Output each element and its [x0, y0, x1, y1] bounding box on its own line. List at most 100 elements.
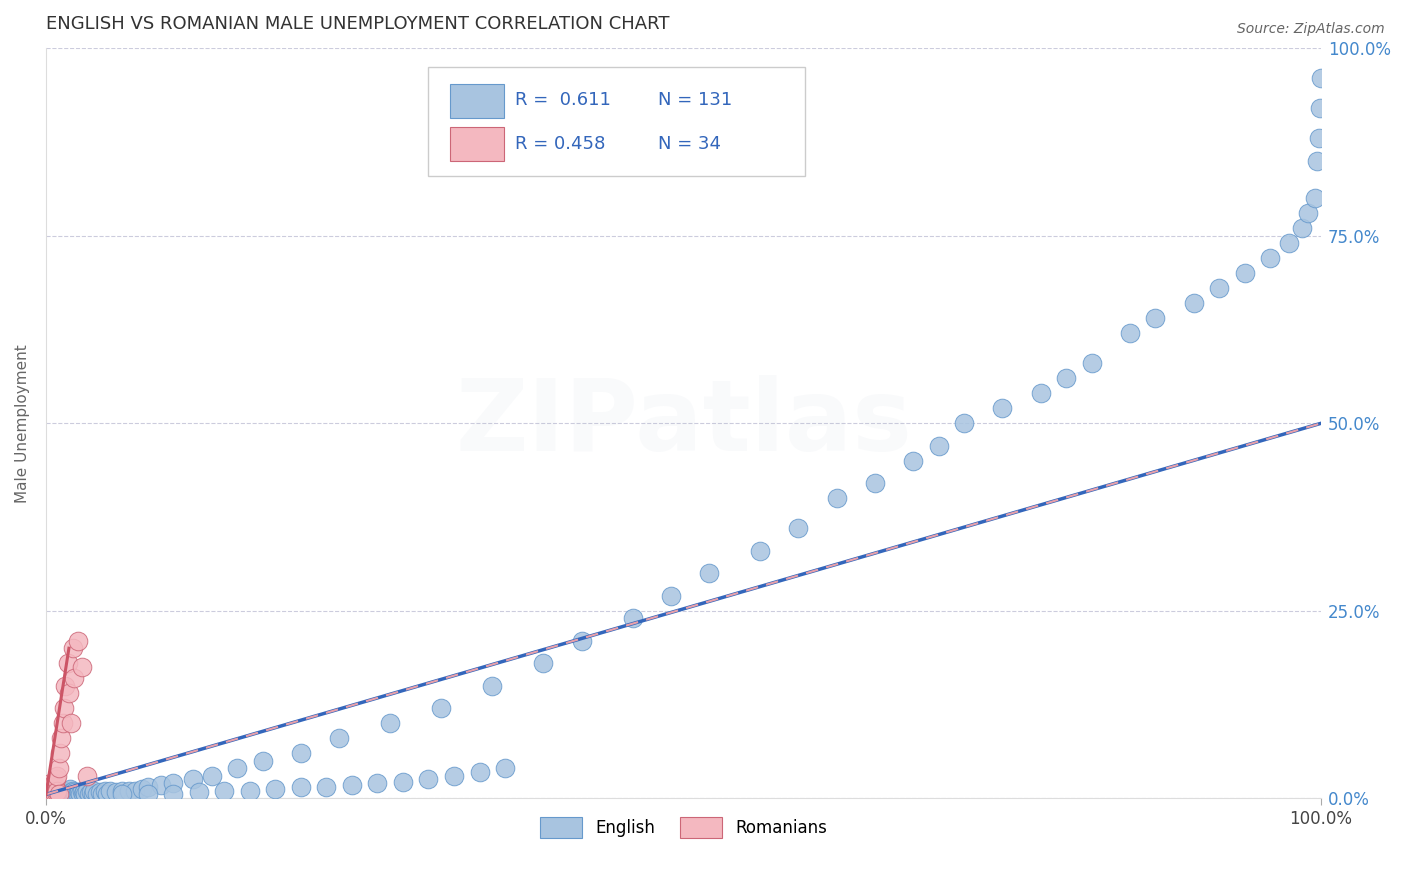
Text: N = 131: N = 131 — [658, 91, 733, 109]
Point — [264, 782, 287, 797]
Point — [787, 521, 810, 535]
Point — [79, 788, 101, 802]
Point — [162, 776, 184, 790]
Point — [48, 782, 70, 797]
Text: R =  0.611: R = 0.611 — [515, 91, 612, 109]
Point — [52, 701, 75, 715]
Point — [60, 716, 83, 731]
Point — [124, 783, 146, 797]
Point — [55, 783, 77, 797]
Point — [45, 785, 67, 799]
Point — [44, 782, 66, 797]
Point — [45, 788, 67, 802]
Point — [98, 783, 121, 797]
Point — [46, 769, 69, 783]
Point — [697, 566, 720, 581]
Point — [52, 788, 75, 802]
Point — [149, 778, 172, 792]
Point — [60, 785, 83, 799]
Point — [51, 788, 73, 802]
Point — [37, 788, 59, 802]
Point — [239, 783, 262, 797]
Point — [418, 772, 440, 787]
Point — [48, 788, 70, 802]
Point — [39, 788, 62, 802]
Point — [62, 783, 84, 797]
Bar — [450, 128, 503, 161]
Point — [59, 788, 82, 802]
Point — [1054, 371, 1077, 385]
Point — [56, 788, 79, 802]
Point — [38, 788, 60, 802]
Point — [188, 785, 211, 799]
Point — [226, 761, 249, 775]
Y-axis label: Male Unemployment: Male Unemployment — [15, 344, 30, 503]
Point — [621, 611, 644, 625]
Point — [105, 785, 128, 799]
Point — [52, 783, 75, 797]
Point — [48, 761, 70, 775]
Point — [63, 785, 86, 799]
Legend: English, Romanians: English, Romanians — [531, 809, 835, 846]
Point — [41, 785, 63, 799]
Point — [136, 788, 159, 802]
Point — [1029, 386, 1052, 401]
Point — [53, 785, 76, 799]
Point — [93, 783, 115, 797]
Text: N = 34: N = 34 — [658, 135, 721, 153]
Point — [181, 772, 204, 787]
Text: Source: ZipAtlas.com: Source: ZipAtlas.com — [1237, 22, 1385, 37]
Point — [659, 589, 682, 603]
Bar — [450, 85, 503, 118]
Point — [73, 785, 96, 799]
Point — [67, 785, 90, 799]
Point — [72, 788, 94, 802]
Point — [290, 780, 312, 794]
Point — [45, 772, 67, 787]
Point — [58, 788, 80, 802]
Point — [1080, 356, 1102, 370]
Point — [58, 686, 80, 700]
Point — [39, 788, 62, 802]
Point — [79, 785, 101, 799]
Point — [76, 769, 98, 783]
Text: R = 0.458: R = 0.458 — [515, 135, 606, 153]
Point — [89, 785, 111, 799]
Point — [53, 679, 76, 693]
Point — [91, 788, 114, 802]
Point — [51, 785, 73, 799]
Point — [1310, 71, 1333, 86]
Point — [51, 716, 73, 731]
Point — [69, 788, 91, 802]
Point — [38, 782, 60, 797]
Point — [38, 783, 60, 797]
Point — [48, 788, 70, 802]
Point — [443, 769, 465, 783]
Point — [1309, 102, 1331, 116]
Point — [39, 776, 62, 790]
Point — [63, 671, 86, 685]
Point — [1182, 296, 1205, 310]
Point — [1303, 191, 1326, 205]
Point — [49, 783, 72, 797]
Point — [366, 776, 388, 790]
Point — [531, 656, 554, 670]
Point — [430, 701, 453, 715]
Point — [1306, 153, 1329, 168]
Point — [53, 788, 76, 802]
Point — [1278, 236, 1301, 251]
Point — [58, 783, 80, 797]
Point — [290, 746, 312, 760]
Point — [65, 788, 87, 802]
Point — [55, 788, 77, 802]
Point — [62, 641, 84, 656]
Point — [252, 754, 274, 768]
Point — [46, 782, 69, 797]
Point — [46, 783, 69, 797]
Point — [1233, 266, 1256, 280]
Point — [38, 788, 60, 802]
FancyBboxPatch shape — [429, 67, 804, 176]
Point — [1258, 252, 1281, 266]
Point — [494, 761, 516, 775]
Point — [51, 788, 73, 802]
